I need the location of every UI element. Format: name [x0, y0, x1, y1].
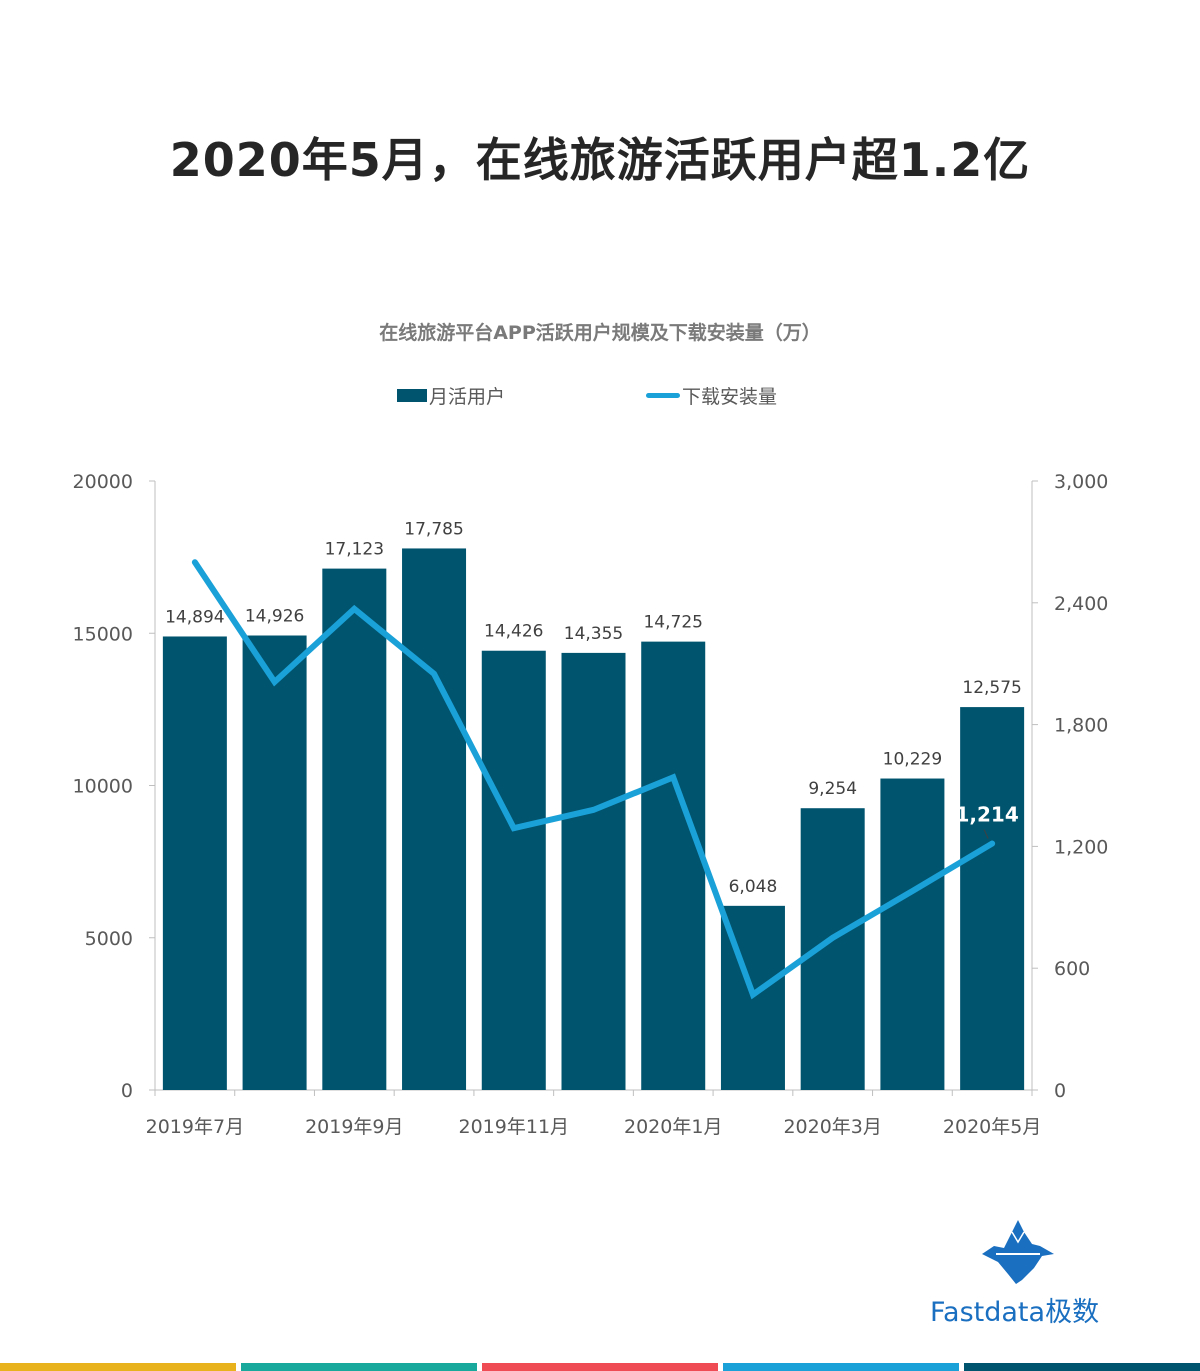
- y-left-tick-label: 15000: [73, 623, 133, 645]
- y-right-tick-label: 600: [1054, 958, 1090, 980]
- bar: [322, 568, 387, 1090]
- y-right-tick-label: 3,000: [1054, 471, 1108, 493]
- x-tick-label: 2019年11月: [459, 1116, 570, 1138]
- x-tick-label: 2020年3月: [783, 1116, 881, 1138]
- x-tick-label: 2019年7月: [146, 1116, 244, 1138]
- bar: [960, 707, 1025, 1090]
- footer-strip-segment: [0, 1363, 236, 1371]
- bar: [242, 635, 307, 1090]
- chart-title: 在线旅游平台APP活跃用户规模及下载安装量（万）: [379, 322, 821, 344]
- bar-data-label: 14,725: [643, 613, 702, 633]
- legend-swatch-line: [646, 393, 680, 398]
- y-left-tick-label: 20000: [73, 471, 133, 493]
- bar: [800, 808, 865, 1090]
- y-left-tick-label: 10000: [73, 776, 133, 798]
- legend-swatch-bar: [397, 389, 427, 402]
- bar: [880, 778, 945, 1090]
- y-right-tick-label: 0: [1054, 1080, 1066, 1102]
- brand-logo-text: Fastdata极数: [930, 1297, 1100, 1328]
- page-title: 2020年5月，在线旅游活跃用户超1.2亿: [169, 133, 1031, 187]
- bar: [641, 641, 706, 1090]
- legend-item-monthly-active: 月活用户: [397, 382, 505, 409]
- bar-data-label: 17,123: [325, 540, 384, 560]
- line-label-leader: [983, 829, 989, 839]
- y-right-tick-label: 1,200: [1054, 836, 1108, 858]
- x-tick-label: 2020年1月: [624, 1116, 722, 1138]
- x-tick-label: 2020年5月: [943, 1116, 1041, 1138]
- legend-label-monthly-active: 月活用户: [429, 386, 506, 408]
- line-data-label: 1,214: [956, 803, 1019, 827]
- footer-strip-segment: [723, 1363, 959, 1371]
- y-right-tick-label: 1,800: [1054, 715, 1108, 737]
- bar-data-label: 14,894: [165, 607, 224, 627]
- x-tick-label: 2019年9月: [305, 1116, 403, 1138]
- footer-strip-segment: [964, 1363, 1200, 1371]
- bar: [561, 652, 626, 1090]
- y-right-tick-label: 2,400: [1054, 593, 1108, 615]
- chart-legend: 月活用户 下载安装量: [0, 382, 1200, 412]
- brand-logo: Fastdata极数: [930, 1218, 1110, 1328]
- legend-label-downloads: 下载安装量: [682, 386, 778, 408]
- bar-data-label: 14,355: [564, 624, 623, 644]
- iceberg-icon: [982, 1220, 1054, 1284]
- bar-data-label: 12,575: [962, 678, 1021, 698]
- footer-strip-segment: [482, 1363, 718, 1371]
- combo-chart: 0 5000 10000 15000 20000 0 600 1,200 1,800 2,400 3…: [73, 471, 1109, 1138]
- legend-item-downloads: 下载安装量: [646, 382, 777, 409]
- bar-data-label: 9,254: [808, 779, 857, 799]
- bar-data-label: 14,426: [484, 622, 543, 642]
- bar-data-label: 14,926: [245, 607, 304, 627]
- bar: [162, 636, 227, 1090]
- y-left-tick-label: 0: [121, 1080, 133, 1102]
- bar-data-label: 17,785: [404, 519, 463, 539]
- bar-data-label: 10,229: [883, 750, 942, 770]
- footer-strip-segment: [241, 1363, 477, 1371]
- bar: [481, 650, 546, 1090]
- footer-color-strip: [0, 1363, 1200, 1371]
- line-series-downloads: [191, 559, 996, 1000]
- bar-data-label: 6,048: [729, 877, 778, 897]
- bar: [402, 548, 467, 1090]
- y-left-tick-label: 5000: [85, 928, 133, 950]
